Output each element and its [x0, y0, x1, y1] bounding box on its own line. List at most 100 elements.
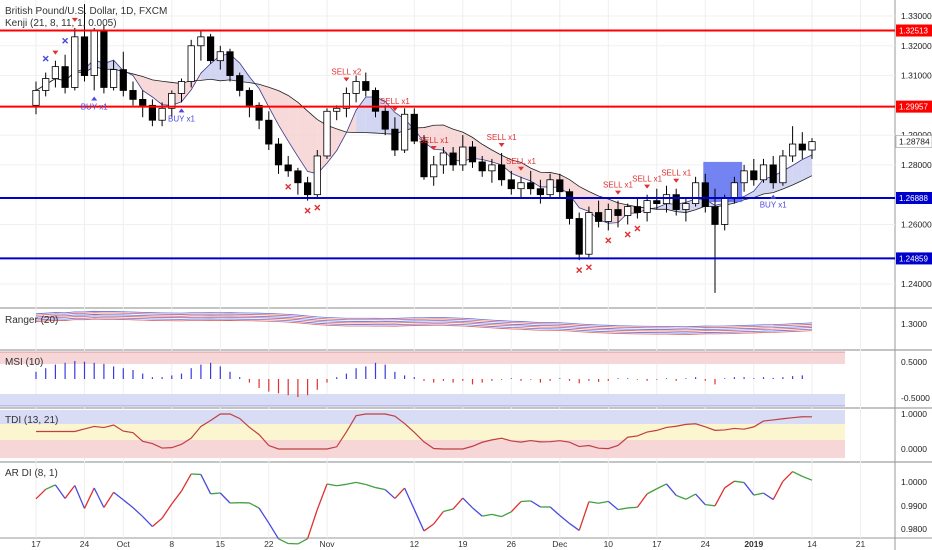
- ardi-segment: [64, 485, 76, 499]
- kenji-cloud-segment: [491, 150, 502, 165]
- candle: [449, 147, 457, 171]
- candle-body: [808, 141, 816, 151]
- tdi-tick-label: 1.0000: [901, 409, 927, 419]
- ardi-segment: [200, 474, 212, 495]
- candle: [430, 155, 438, 186]
- sell-signal-label: SELL x1: [419, 136, 449, 145]
- x-tick-label: 21: [856, 539, 866, 549]
- sell-signal-arrow: [391, 107, 398, 112]
- candle-body: [497, 164, 506, 181]
- kenji-cloud-segment: [511, 159, 521, 178]
- candle-body: [236, 75, 244, 91]
- candle: [352, 75, 360, 103]
- candle: [51, 60, 60, 88]
- candle-body: [158, 107, 166, 121]
- candle-body: [371, 90, 380, 112]
- ardi-segment: [549, 506, 561, 516]
- support-price-label: 1.26888: [899, 194, 928, 203]
- candle: [692, 176, 700, 207]
- candle: [740, 164, 748, 192]
- ardi-segment: [802, 475, 813, 481]
- candle: [303, 176, 312, 201]
- kenji-slow-line: [35, 66, 813, 213]
- sell-signal-label: SELL x1: [661, 169, 691, 178]
- candle-body: [391, 128, 399, 151]
- ardi-segment: [35, 488, 47, 500]
- candle-body: [468, 146, 477, 163]
- resistance-price-label: 1.29957: [899, 103, 928, 112]
- candle-body: [604, 209, 612, 222]
- candle-body: [459, 146, 467, 166]
- ardi-tick-label: 1.0000: [901, 477, 927, 487]
- ardi-segment: [151, 517, 163, 528]
- candle: [798, 132, 806, 159]
- candle: [662, 185, 671, 213]
- candle: [323, 108, 331, 159]
- candle: [313, 150, 321, 198]
- candle-body: [692, 182, 700, 204]
- x-tick-label: 8: [169, 539, 174, 549]
- ardi-segment: [413, 509, 425, 532]
- candle-body: [362, 81, 370, 91]
- ardi-segment: [792, 470, 803, 477]
- ardi-segment: [326, 483, 337, 487]
- ardi-segment: [646, 488, 658, 495]
- ardi-segment: [714, 487, 726, 507]
- candle: [808, 138, 816, 159]
- kenji-cloud-segment: [569, 179, 580, 208]
- ardi-segment: [569, 522, 580, 531]
- candle: [420, 135, 428, 180]
- candle: [614, 200, 622, 228]
- candle: [206, 33, 215, 64]
- price-tick-label: 1.31000: [901, 71, 932, 81]
- candle: [517, 176, 525, 198]
- ranger-line: [35, 310, 813, 328]
- candle-body: [789, 143, 797, 157]
- sell-signal-label: SELL x1: [632, 175, 662, 184]
- ardi-segment: [607, 500, 619, 511]
- sell-signal-label: SELL x1: [603, 181, 633, 190]
- candle: [527, 170, 535, 195]
- ardi-segment: [452, 497, 464, 510]
- candle-body: [527, 182, 535, 190]
- sell-signal-arrow: [615, 190, 621, 195]
- candle: [342, 87, 351, 118]
- msi-tick-label: 0.5000: [901, 357, 927, 367]
- ardi-segment: [578, 501, 590, 531]
- candle-body: [284, 164, 292, 172]
- candle: [672, 188, 680, 216]
- msi-upper-zone: [0, 352, 845, 364]
- candle: [556, 173, 564, 198]
- ardi-segment: [278, 538, 289, 545]
- x-tick-label: 14: [807, 539, 817, 549]
- kenji-cloud-segment: [288, 95, 298, 157]
- candle: [61, 54, 69, 94]
- candle-body: [32, 90, 40, 106]
- candle: [129, 81, 137, 106]
- candle-body: [595, 212, 603, 222]
- sell-signal-arrow: [518, 166, 524, 171]
- candle-body: [536, 188, 545, 196]
- ardi-segment: [268, 522, 280, 540]
- kenji-cloud-segment: [433, 125, 444, 150]
- x-tick-label: 19: [458, 539, 468, 549]
- buy-signal-arrow: [178, 108, 185, 113]
- ranger-line: [35, 318, 813, 335]
- x-tick-label: Dec: [552, 539, 568, 549]
- kenji-cloud-segment: [336, 128, 347, 151]
- candle: [274, 138, 283, 174]
- candle-body: [779, 155, 787, 184]
- price-tick-label: 1.33000: [901, 11, 932, 21]
- ardi-segment: [433, 511, 444, 525]
- candle-body: [546, 179, 554, 196]
- ardi-segment: [482, 513, 493, 517]
- ardi-segment: [510, 501, 522, 513]
- candle-body: [148, 104, 156, 121]
- candle: [759, 158, 768, 183]
- tdi-line: [36, 413, 813, 450]
- candle-body: [759, 164, 768, 181]
- ardi-segment: [656, 483, 667, 490]
- ardi-segment: [83, 487, 95, 509]
- ardi-segment: [472, 507, 483, 517]
